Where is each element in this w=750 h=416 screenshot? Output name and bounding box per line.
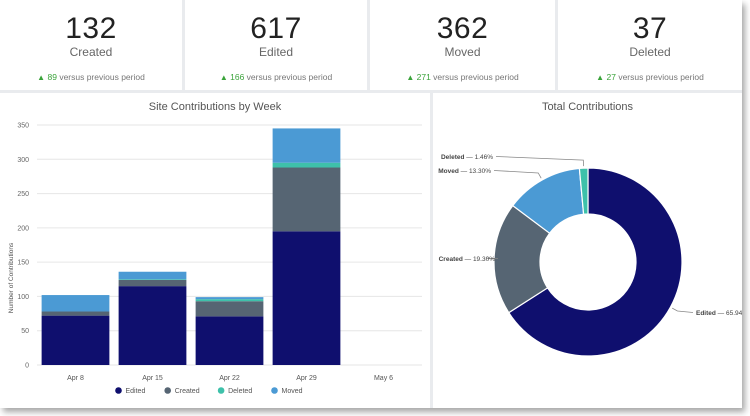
bar-edited-apr-8[interactable] xyxy=(41,315,110,365)
bar-deleted-apr-29[interactable] xyxy=(272,162,341,168)
kpi-delta: ▲ 89 versus previous period xyxy=(0,72,182,82)
kpi-delta: ▲ 166 versus previous period xyxy=(185,72,367,82)
kpi-label: Created xyxy=(69,45,113,59)
y-tick-label: 0 xyxy=(25,363,29,370)
slice-deleted[interactable] xyxy=(578,167,589,215)
kpi-delta-value: 166 xyxy=(230,72,245,82)
bar-moved-apr-29[interactable] xyxy=(272,128,341,163)
up-arrow-icon: ▲ xyxy=(596,73,605,82)
slice-label-deleted: Deleted — 1.46% xyxy=(441,154,493,161)
kpi-moved-card[interactable]: 362 Moved ▲ 271 versus previous period xyxy=(370,0,555,90)
kpi-delta: ▲ 271 versus previous period xyxy=(370,72,555,82)
up-arrow-icon: ▲ xyxy=(219,73,228,82)
y-tick-label: 50 xyxy=(21,328,29,335)
slice-leader-line xyxy=(493,170,542,179)
kpi-delta: ▲ 27 versus previous period xyxy=(558,72,742,82)
y-tick-label: 300 xyxy=(17,157,29,164)
legend-swatch-deleted xyxy=(217,387,225,394)
bar-deleted-apr-15[interactable] xyxy=(118,279,187,280)
kpi-delta-text: versus previous period xyxy=(618,72,704,82)
kpi-deleted-card[interactable]: 37 Deleted ▲ 27 versus previous period xyxy=(558,0,742,90)
bar-deleted-apr-22[interactable] xyxy=(195,299,264,302)
legend-label-moved[interactable]: Moved xyxy=(282,388,303,395)
donut-chart-title: Total Contributions xyxy=(541,101,634,113)
kpi-label: Moved xyxy=(444,45,481,59)
slice-label-moved: Moved — 13.30% xyxy=(438,168,491,175)
kpi-delta-value: 27 xyxy=(606,72,616,82)
x-tick-label: May 6 xyxy=(374,375,393,382)
slice-label-created: Created — 19.30% xyxy=(439,256,496,263)
x-tick-label: Apr 22 xyxy=(219,375,240,382)
kpi-created-card[interactable]: 132 Created ▲ 89 versus previous period xyxy=(0,0,182,90)
legend-label-deleted[interactable]: Deleted xyxy=(228,388,252,395)
x-tick-label: Apr 29 xyxy=(296,375,317,382)
y-tick-label: 250 xyxy=(17,191,29,198)
kpi-edited-card[interactable]: 617 Edited ▲ 166 versus previous period xyxy=(185,0,367,90)
bar-moved-apr-8[interactable] xyxy=(41,295,110,312)
weekly-contributions-panel: Site Contributions by Week 0 50 100 150 200 2… xyxy=(0,93,430,408)
slice-label-edited: Edited — 65.94% xyxy=(696,310,742,317)
x-tick-label: Apr 8 xyxy=(67,375,84,382)
kpi-value: 362 xyxy=(436,12,489,45)
kpi-delta-text: versus previous period xyxy=(59,72,145,82)
total-contributions-panel: Total Contributions Edited — 65.94% Creat… xyxy=(433,93,748,408)
legend-swatch-moved xyxy=(271,387,278,394)
bar-created-apr-8[interactable] xyxy=(41,311,110,316)
bar-created-apr-22[interactable] xyxy=(195,301,264,317)
kpi-value: 132 xyxy=(65,12,117,45)
donut-chart: Edited — 65.94% Created — 19.30% Moved — 1… xyxy=(438,154,748,357)
x-tick-label: Apr 15 xyxy=(142,375,163,382)
bar-created-apr-15[interactable] xyxy=(118,279,187,287)
bar-moved-apr-15[interactable] xyxy=(118,271,187,280)
kpi-delta-text: versus previous period xyxy=(246,72,333,82)
y-tick-label: 200 xyxy=(17,225,29,232)
slice-leader-line xyxy=(672,307,694,313)
bar-edited-apr-29[interactable] xyxy=(272,231,341,365)
kpi-label: Deleted xyxy=(629,45,671,59)
legend-swatch-created xyxy=(164,387,171,394)
kpi-label: Edited xyxy=(258,45,294,59)
y-axis-label: Number of Contributions xyxy=(8,242,15,313)
slice-edited[interactable] xyxy=(507,167,683,357)
kpi-value: 617 xyxy=(250,12,302,45)
kpi-value: 37 xyxy=(632,12,668,45)
legend-label-edited[interactable]: Edited xyxy=(126,388,146,395)
up-arrow-icon: ▲ xyxy=(37,73,46,82)
bar-chart-title: Site Contributions by Week xyxy=(148,101,282,113)
y-tick-label: 100 xyxy=(17,294,29,301)
legend-label-created[interactable]: Created xyxy=(175,388,200,395)
up-arrow-icon: ▲ xyxy=(406,73,415,82)
kpi-delta-text: versus previous period xyxy=(433,72,519,82)
slice-leader-line xyxy=(495,156,584,167)
kpi-delta-value: 89 xyxy=(47,72,57,82)
stacked-bar-chart: 0 50 100 150 200 250 300 350 Apr 8 Apr 15 Apr 22 A… xyxy=(8,123,422,395)
bar-created-apr-29[interactable] xyxy=(272,167,341,232)
y-tick-label: 350 xyxy=(17,123,29,130)
y-tick-label: 150 xyxy=(17,260,29,267)
legend-swatch-edited xyxy=(115,387,122,394)
bar-moved-apr-22[interactable] xyxy=(195,297,264,300)
bar-edited-apr-22[interactable] xyxy=(195,316,264,365)
kpi-delta-value: 271 xyxy=(416,72,431,82)
bar-edited-apr-15[interactable] xyxy=(118,286,187,365)
dashboard-frame: 132 Created ▲ 89 versus previous period … xyxy=(0,0,748,408)
